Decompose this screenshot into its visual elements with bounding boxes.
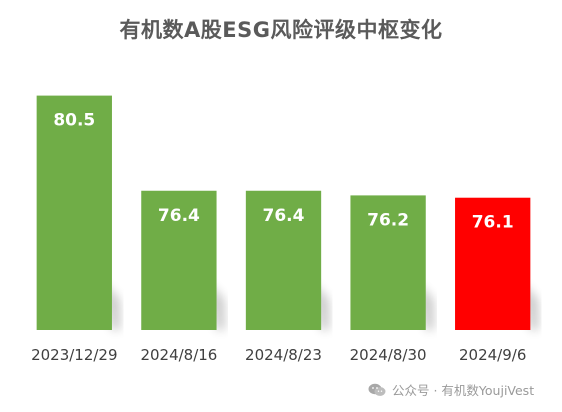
x-tick-label-3: 2024/8/23 bbox=[245, 346, 322, 364]
bar-3 bbox=[245, 190, 322, 330]
data-label-3: 76.4 bbox=[263, 206, 305, 226]
x-tick-label-1: 2023/12/29 bbox=[31, 346, 117, 364]
bar-5 bbox=[455, 197, 531, 330]
x-tick-label-4: 2024/8/30 bbox=[350, 346, 427, 364]
chart-title: 有机数A股ESG风险评级中枢变化 bbox=[119, 18, 443, 42]
bars-group bbox=[36, 95, 531, 330]
watermark: 公众号 · 有机数YoujiVest bbox=[368, 380, 534, 399]
bar-4 bbox=[350, 195, 426, 330]
data-label-1: 80.5 bbox=[53, 111, 95, 131]
data-label-4: 76.2 bbox=[367, 210, 409, 230]
x-axis-tick-labels: 2023/12/29 2024/8/16 2024/8/23 2024/8/30 202… bbox=[31, 346, 526, 364]
data-label-5: 76.1 bbox=[472, 213, 514, 233]
wechat-icon bbox=[368, 383, 386, 396]
data-label-2: 76.4 bbox=[158, 206, 200, 226]
bar-labels-group: 80.5 76.4 76.4 76.2 76.1 bbox=[53, 111, 513, 233]
x-tick-label-5: 2024/9/6 bbox=[459, 346, 526, 364]
bar-2 bbox=[141, 190, 217, 330]
bar-1 bbox=[36, 95, 112, 330]
watermark-text: 公众号 · 有机数YoujiVest bbox=[392, 383, 535, 398]
x-tick-label-2: 2024/8/16 bbox=[140, 346, 217, 364]
